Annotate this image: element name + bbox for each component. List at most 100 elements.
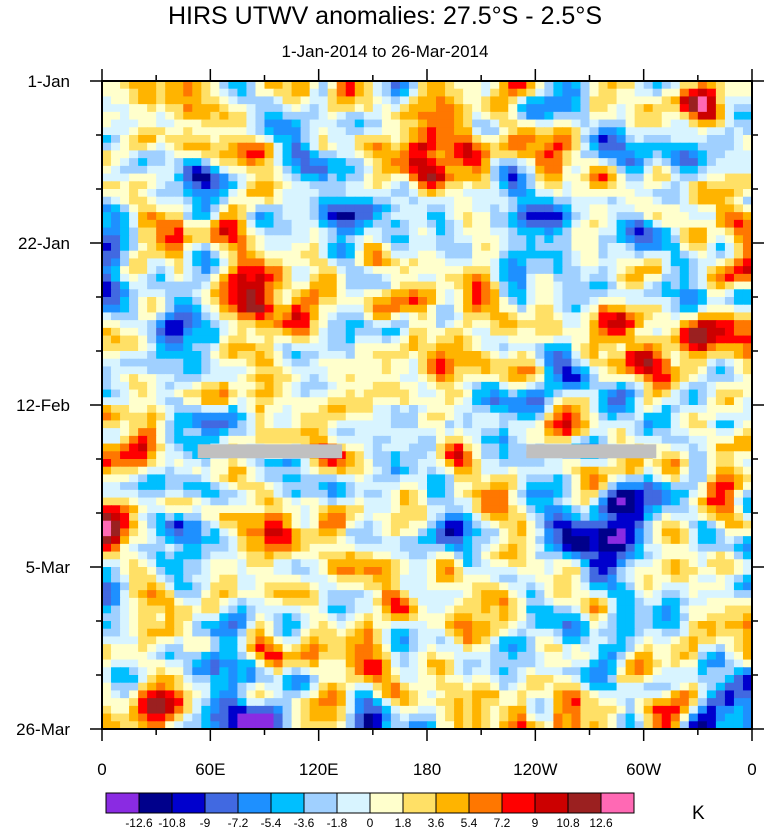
field-cell <box>228 343 239 352</box>
field-cell <box>165 119 175 128</box>
field-cell <box>309 543 320 553</box>
field-cell <box>517 590 527 599</box>
field-cell <box>255 258 266 267</box>
field-cell <box>670 489 681 499</box>
field-cell <box>120 273 130 283</box>
field-cell <box>427 428 437 437</box>
field-cell <box>165 597 175 607</box>
field-cell <box>228 158 239 167</box>
field-cell <box>535 466 545 476</box>
field-cell <box>399 142 410 152</box>
field-cell <box>544 513 554 522</box>
field-cell <box>129 582 139 591</box>
field-cell <box>481 559 491 568</box>
field-cell <box>517 543 527 553</box>
field-cell <box>742 397 752 406</box>
field-cell <box>372 466 383 476</box>
field-cell <box>327 212 338 221</box>
field-cell <box>201 281 211 290</box>
field-cell <box>697 235 708 244</box>
field-cell <box>237 335 248 344</box>
field-cell <box>580 351 591 360</box>
field-cell <box>120 142 130 152</box>
field-cell <box>246 582 257 591</box>
field-cell <box>697 358 708 368</box>
field-cell <box>634 227 645 236</box>
field-cell <box>291 597 302 607</box>
field-cell <box>670 281 681 290</box>
field-cell <box>336 204 347 213</box>
field-cell <box>481 150 491 159</box>
field-cell <box>327 597 338 607</box>
field-cell <box>679 297 690 306</box>
field-cell <box>634 482 645 491</box>
field-cell <box>670 119 681 128</box>
field-cell <box>499 343 509 352</box>
field-cell <box>607 482 618 491</box>
field-cell <box>147 196 157 206</box>
field-cell <box>544 150 554 159</box>
field-cell <box>688 374 699 383</box>
field-cell <box>174 397 184 406</box>
field-cell <box>544 81 554 90</box>
field-cell <box>327 459 338 468</box>
field-cell <box>147 428 157 437</box>
field-cell <box>436 181 446 190</box>
field-cell <box>643 158 654 167</box>
field-cell <box>688 420 699 429</box>
field-cell <box>481 243 491 252</box>
field-cell <box>363 574 374 584</box>
field-cell <box>354 567 365 576</box>
field-cell <box>706 81 717 90</box>
field-cell <box>715 466 726 476</box>
field-cell <box>616 590 627 599</box>
field-cell <box>733 451 744 460</box>
field-cell <box>327 304 338 314</box>
field-cell <box>598 428 609 437</box>
field-cell <box>129 405 139 414</box>
field-cell <box>517 520 527 530</box>
field-cell <box>688 111 699 121</box>
field-cell <box>607 212 618 221</box>
field-cell <box>120 250 130 260</box>
field-cell <box>273 351 284 360</box>
field-cell <box>408 150 419 159</box>
field-cell <box>417 219 428 229</box>
field-cell <box>300 289 311 298</box>
field-cell <box>228 543 239 553</box>
field-cell <box>733 158 744 167</box>
field-cell <box>309 96 320 105</box>
field-cell <box>210 111 220 121</box>
field-cell <box>372 574 383 584</box>
field-cell <box>156 551 166 560</box>
field-cell <box>237 482 248 491</box>
field-cell <box>733 443 744 452</box>
field-cell <box>526 343 536 352</box>
field-cell <box>472 312 482 321</box>
field-cell <box>246 405 257 414</box>
field-cell <box>336 281 347 290</box>
field-cell <box>607 165 618 175</box>
field-cell <box>282 320 293 329</box>
field-cell <box>553 135 564 144</box>
field-cell <box>454 482 464 491</box>
field-cell <box>463 119 473 128</box>
field-cell <box>562 374 573 383</box>
field-cell <box>481 320 491 329</box>
field-cell <box>562 358 573 368</box>
field-cell <box>291 435 302 445</box>
field-cell <box>381 327 392 337</box>
field-cell <box>183 135 193 144</box>
field-cell <box>562 412 573 422</box>
field-cell <box>643 474 654 483</box>
field-cell <box>345 513 356 522</box>
field-cell <box>742 428 752 437</box>
field-cell <box>679 443 690 452</box>
field-cell <box>706 312 717 321</box>
field-cell <box>417 297 428 306</box>
field-cell <box>129 150 139 159</box>
field-cell <box>291 158 302 167</box>
field-cell <box>733 397 744 406</box>
field-cell <box>553 559 564 568</box>
field-cell <box>517 158 527 167</box>
